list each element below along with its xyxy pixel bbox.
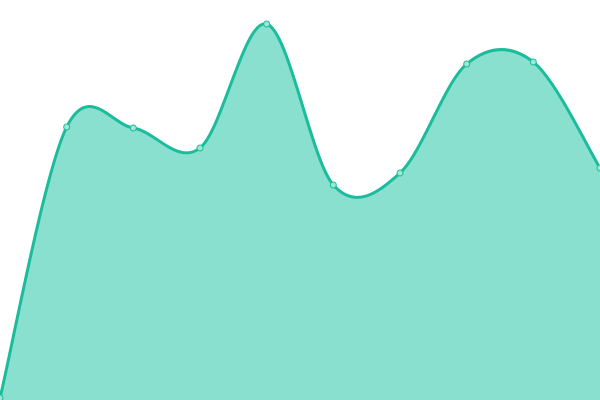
area-fill — [0, 23, 600, 400]
data-point — [529, 58, 537, 66]
data-point — [0, 394, 4, 400]
data-points — [0, 20, 600, 400]
series-line — [0, 22, 600, 399]
data-point — [263, 20, 271, 28]
data-point — [129, 124, 137, 132]
data-point — [63, 123, 71, 131]
data-point — [463, 60, 471, 68]
data-point — [396, 169, 404, 177]
data-point — [596, 164, 600, 172]
data-point — [196, 144, 204, 152]
data-point — [329, 181, 337, 189]
